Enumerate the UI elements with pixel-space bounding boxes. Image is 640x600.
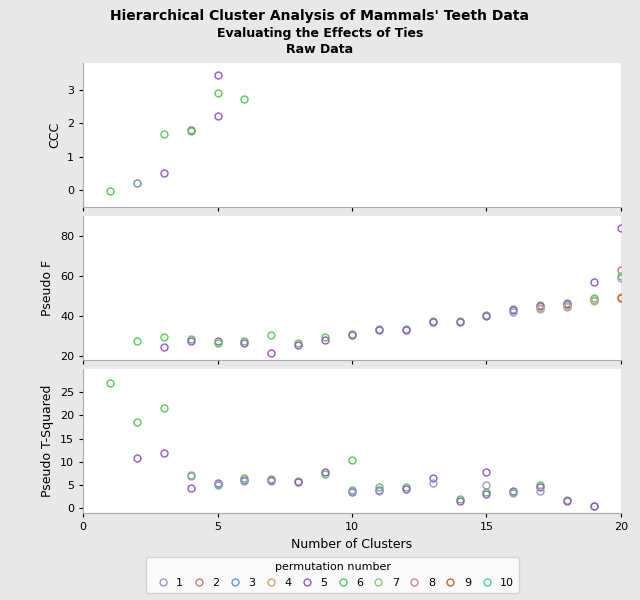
Text: Raw Data: Raw Data xyxy=(287,43,353,56)
X-axis label: Number of Clusters: Number of Clusters xyxy=(291,538,413,551)
Y-axis label: CCC: CCC xyxy=(49,122,61,148)
Legend: 1, 2, 3, 4, 5, 6, 7, 8, 9, 10: 1, 2, 3, 4, 5, 6, 7, 8, 9, 10 xyxy=(146,557,520,593)
Y-axis label: Pseudo T-Squared: Pseudo T-Squared xyxy=(42,385,54,497)
Text: Hierarchical Cluster Analysis of Mammals' Teeth Data: Hierarchical Cluster Analysis of Mammals… xyxy=(111,9,529,23)
Y-axis label: Pseudo F: Pseudo F xyxy=(42,260,54,316)
Text: Evaluating the Effects of Ties: Evaluating the Effects of Ties xyxy=(217,27,423,40)
